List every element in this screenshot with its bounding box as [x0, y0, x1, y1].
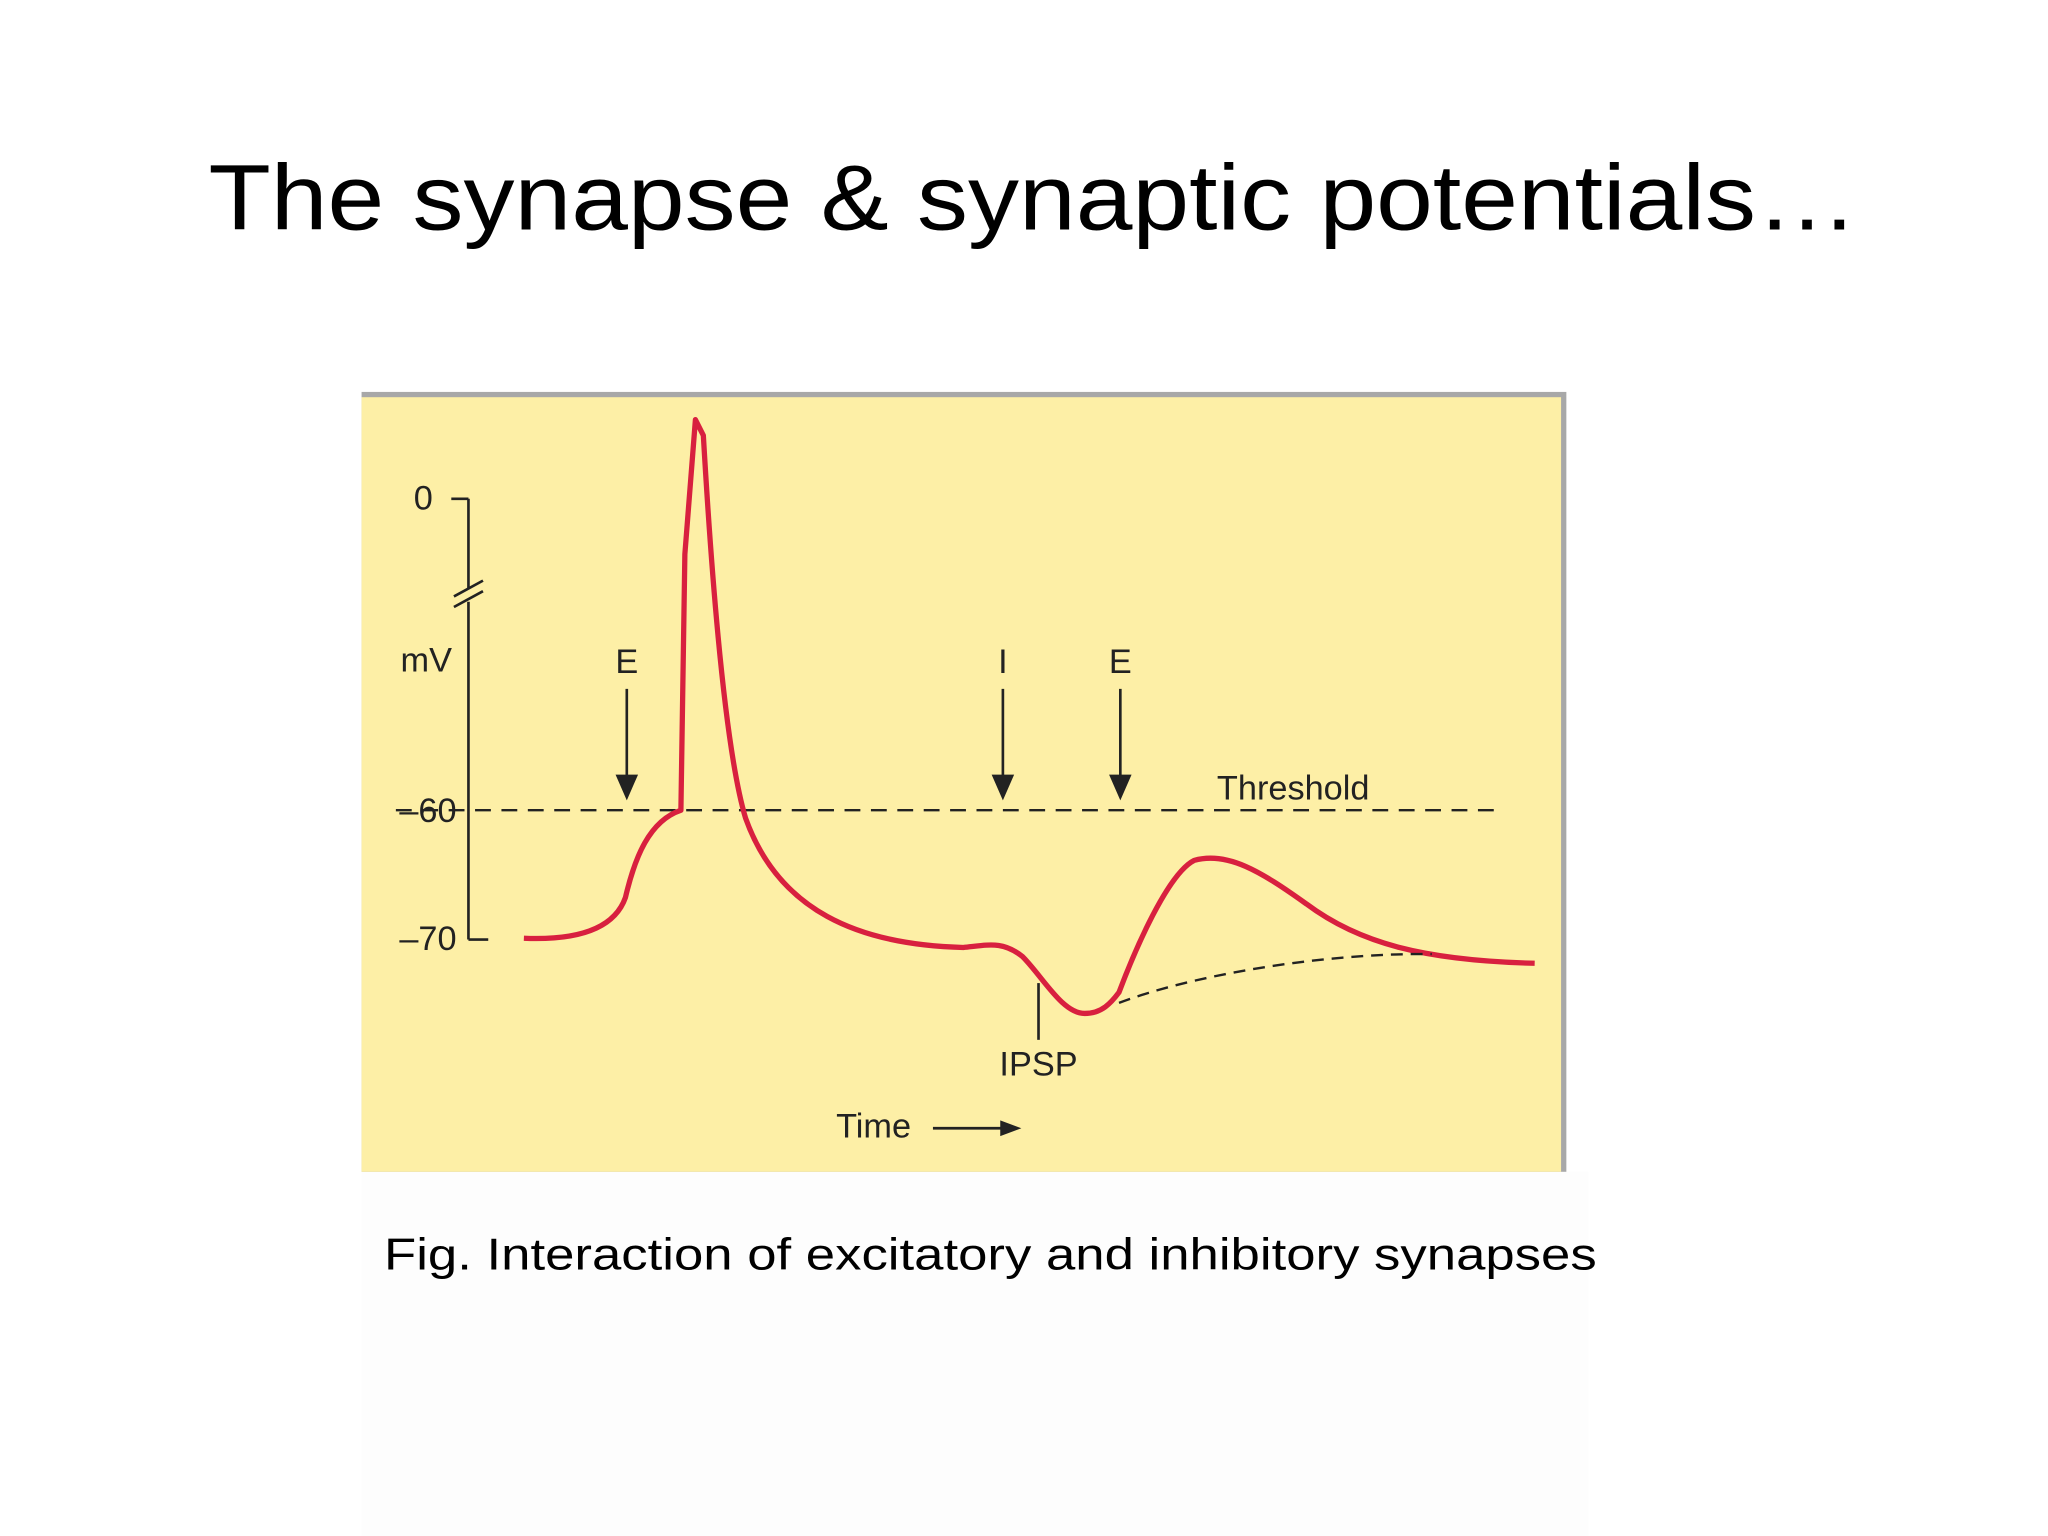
figure-caption: Fig. Interaction of excitatory and inhib… — [384, 1228, 1597, 1279]
stimulus-arrows — [615, 688, 1132, 801]
slide-title: The synapse & synaptic potentials… — [208, 146, 1857, 250]
figure-panel — [361, 397, 1562, 1172]
y-axis-unit: mV — [401, 642, 453, 680]
y-tick-label: –70 — [399, 920, 456, 958]
y-tick-label: 0 — [414, 479, 433, 517]
arrow-head — [991, 774, 1015, 801]
time-arrow-head — [1000, 1120, 1022, 1137]
stimulus-label: I — [998, 643, 1008, 681]
stimulus-label: E — [1109, 643, 1132, 681]
threshold-label: Threshold — [1217, 770, 1370, 808]
arrow-head — [1109, 774, 1132, 801]
arrow-head — [615, 774, 639, 801]
ipsp-label: IPSP — [999, 1045, 1077, 1083]
figure: 0 –60 –70 mV Threshold E I E IPSP Time — [361, 391, 1589, 1536]
axis-break — [453, 590, 484, 609]
projected-decay-line — [1118, 952, 1432, 1004]
axis-break — [453, 579, 484, 598]
membrane-potential-trace — [523, 416, 1535, 1017]
x-axis-label: Time — [836, 1107, 911, 1145]
figure-lower-shade — [361, 1171, 1589, 1536]
stimulus-label: E — [615, 643, 638, 681]
